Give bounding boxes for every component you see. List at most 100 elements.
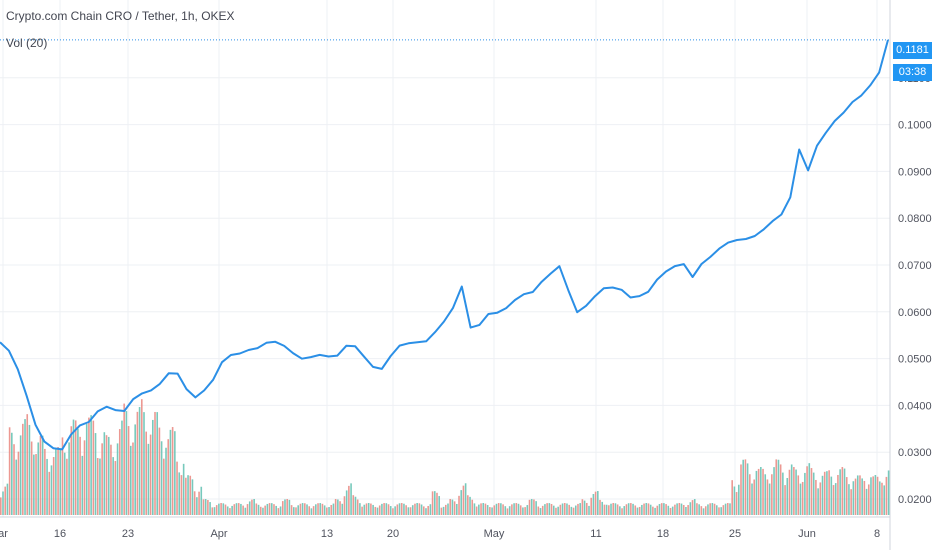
volume-bar <box>35 454 37 515</box>
volume-bar <box>88 417 90 515</box>
volume-bar <box>599 499 601 515</box>
x-tick-label: ar <box>0 528 8 540</box>
volume-bar <box>237 503 240 515</box>
volume-bar <box>315 504 317 515</box>
volume-bar <box>788 469 791 515</box>
volume-bar <box>242 505 244 515</box>
volume-bar <box>760 467 762 515</box>
volume-bar <box>649 504 652 515</box>
volume-bar <box>546 503 548 515</box>
volume-bar <box>689 502 692 515</box>
volume-bar <box>641 504 643 515</box>
volume-bar <box>361 506 363 515</box>
volume-bar <box>138 407 141 515</box>
volume-bar <box>101 443 103 515</box>
volume-bar <box>332 503 335 515</box>
volume-bar <box>189 475 192 515</box>
volume-bar <box>526 505 529 515</box>
volume-label: Vol (20) <box>6 36 48 50</box>
volume-bar <box>26 414 29 515</box>
volume-bar <box>828 470 830 515</box>
volume-bar <box>425 508 427 515</box>
volume-bar <box>856 475 859 515</box>
volume-bar <box>832 485 835 515</box>
volume-bar <box>152 419 154 515</box>
volume-bar <box>387 504 390 515</box>
volume-bar <box>229 508 231 515</box>
volume-bar <box>270 503 273 515</box>
volume-bar <box>698 504 700 515</box>
volume-bar <box>619 506 621 515</box>
volume-bar <box>850 489 852 515</box>
volume-bar <box>541 505 544 515</box>
volume-bar <box>704 506 707 515</box>
volume-bar <box>218 503 220 515</box>
volume-bar <box>427 505 429 515</box>
volume-bar <box>854 478 857 515</box>
volume-bar <box>414 503 416 515</box>
volume-bar <box>143 412 145 515</box>
volume-bar <box>85 424 88 515</box>
volume-bar <box>297 505 300 515</box>
volume-bar <box>165 447 167 515</box>
volume-bar <box>594 491 597 515</box>
volume-bar <box>345 490 348 515</box>
volume-bar <box>563 503 566 515</box>
volume-bar <box>478 504 480 515</box>
volume-bar <box>557 506 559 515</box>
volume-bar <box>147 443 150 515</box>
volume-bar <box>17 451 20 515</box>
volume-bar <box>682 504 685 515</box>
volume-bar <box>180 475 183 515</box>
volume-bar <box>843 468 846 515</box>
x-tick-label: 20 <box>387 528 399 540</box>
volume-bar <box>114 461 117 515</box>
volume-bar <box>182 463 185 515</box>
volume-bar <box>771 474 773 515</box>
volume-bar <box>22 423 24 515</box>
volume-bar <box>517 503 520 515</box>
volume-bar <box>480 503 482 515</box>
volume-bar <box>255 503 258 515</box>
volume-bar <box>883 485 885 515</box>
volume-bar <box>198 491 200 515</box>
volume-bar <box>326 507 328 515</box>
volume-bar <box>784 485 786 515</box>
y-tick-label: 0.0600 <box>898 307 932 319</box>
volume-bar <box>669 507 672 515</box>
volume-bar <box>196 497 198 515</box>
volume-bar <box>588 505 590 515</box>
volume-bar <box>744 459 747 515</box>
volume-bar <box>592 494 595 515</box>
volume-bar <box>711 503 714 515</box>
volume-bar <box>295 507 297 515</box>
volume-bar <box>475 506 478 515</box>
x-tick-label: 11 <box>590 528 601 540</box>
volume-bar <box>41 435 44 515</box>
volume-bar <box>37 442 40 515</box>
volume-bar <box>348 485 350 515</box>
volume-bar <box>808 463 811 515</box>
volume-bar <box>603 504 606 515</box>
volume-bar <box>365 503 368 515</box>
volume-bar <box>204 499 207 515</box>
volume-bar <box>79 436 81 515</box>
volume-bar <box>246 504 249 515</box>
volume-bar <box>861 478 863 515</box>
volume-bar <box>81 455 84 515</box>
volume-bar <box>44 448 46 515</box>
volume-bar <box>30 441 33 515</box>
last-price-badge: 0.1181 <box>893 42 932 59</box>
volume-bar <box>268 503 271 515</box>
x-tick-label: 18 <box>657 528 669 540</box>
volume-bar <box>55 449 57 515</box>
volume-bar <box>167 439 170 515</box>
volume-bar <box>312 506 315 515</box>
volume-bar <box>513 503 515 515</box>
volume-bar <box>48 471 51 515</box>
volume-bar <box>570 506 573 515</box>
volume-bar <box>310 508 313 515</box>
volume-bar <box>273 504 275 515</box>
volume-bar <box>356 499 359 515</box>
